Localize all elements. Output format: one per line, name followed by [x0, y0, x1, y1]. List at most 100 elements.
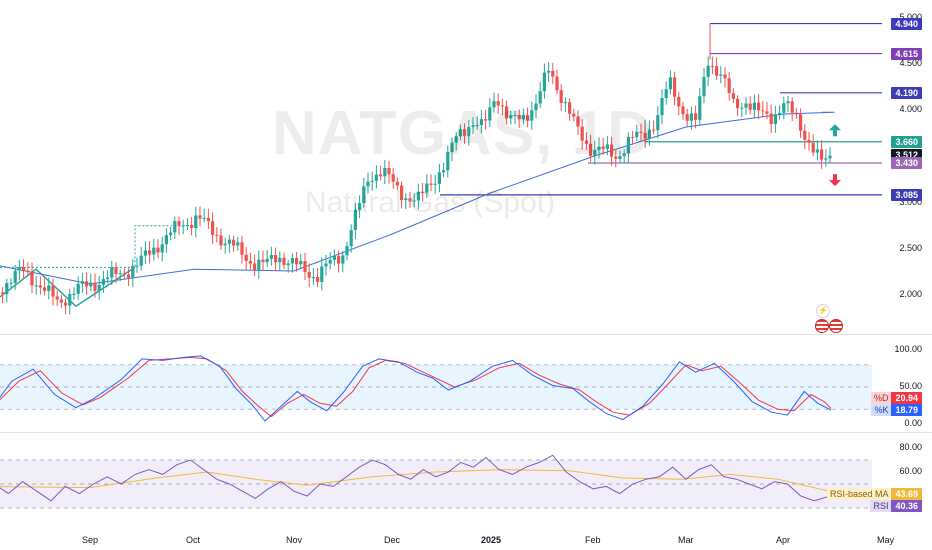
- candle-body: [404, 198, 408, 201]
- candle-body: [740, 107, 744, 109]
- candle-body: [500, 105, 504, 107]
- candle-body: [42, 287, 47, 291]
- price-level-badge: 4.190: [891, 86, 922, 99]
- candle-body: [572, 113, 576, 117]
- time-axis-label: Apr: [776, 535, 791, 545]
- candle-body: [206, 217, 210, 222]
- candle-body: [51, 285, 55, 297]
- stoch-k-badge-value: 18.79: [891, 404, 922, 416]
- price-level-badge: 4.940: [891, 17, 922, 30]
- candle-body: [601, 146, 605, 149]
- candle-body: [462, 129, 467, 137]
- candle-body: [399, 185, 404, 201]
- candle-body: [194, 215, 198, 229]
- candle-body: [366, 181, 370, 187]
- stoch-k-badge-label: %K: [871, 404, 892, 416]
- candle-body: [84, 281, 89, 287]
- candle-body: [248, 261, 252, 264]
- price-tick-label: 2.000: [899, 289, 922, 300]
- candle-body: [630, 136, 635, 138]
- candle-body: [538, 91, 542, 104]
- candle-body: [530, 110, 534, 121]
- price-tick-label: 5.000: [899, 12, 922, 22]
- candle-body: [727, 78, 731, 94]
- candle-body: [706, 65, 710, 77]
- candle-body: [790, 101, 794, 113]
- candle-body: [324, 263, 328, 267]
- candle-body: [597, 146, 601, 150]
- candle-body: [378, 174, 383, 177]
- candle-body: [131, 266, 135, 278]
- candle-body: [563, 102, 567, 104]
- stoch-tick-label: 50.00: [899, 381, 922, 391]
- candle-body: [446, 151, 450, 171]
- candle-body: [328, 259, 332, 264]
- candle-body: [475, 125, 479, 127]
- us-flag-icon[interactable]: [829, 319, 843, 333]
- candle-body: [702, 76, 706, 97]
- candle-body: [294, 258, 299, 265]
- candle-body: [282, 257, 286, 266]
- candle-body: [698, 96, 702, 120]
- candle-body: [496, 101, 500, 106]
- candle-body: [677, 96, 681, 107]
- time-axis-label: Dec: [384, 535, 401, 545]
- candle-body: [622, 153, 626, 157]
- candle-body: [391, 174, 395, 182]
- candle-body: [786, 101, 790, 104]
- candle-body: [765, 111, 769, 114]
- candle-body: [76, 283, 80, 294]
- candle-body: [580, 126, 584, 141]
- candle-body: [467, 126, 471, 137]
- candle-body: [315, 277, 320, 282]
- candle-body: [756, 102, 761, 111]
- candle-body: [202, 217, 206, 219]
- candle-body: [626, 136, 630, 154]
- candle-body: [752, 102, 756, 110]
- candle-body: [647, 129, 651, 139]
- candle-body: [349, 229, 353, 247]
- candle-body: [668, 77, 672, 90]
- candle-body: [408, 198, 412, 202]
- stoch-tick-label: 100.00: [894, 344, 922, 354]
- rsi-tick-label: 60.00: [899, 466, 922, 476]
- watermark-symbol: NATGAS, 1D: [272, 99, 653, 168]
- price-level-badge: 4.615: [891, 47, 922, 60]
- candle-body: [185, 225, 189, 227]
- candle-body: [278, 257, 282, 263]
- time-axis-label: May: [877, 535, 895, 545]
- candle-body: [454, 136, 458, 143]
- candle-body: [236, 242, 240, 246]
- candle-body: [555, 76, 559, 91]
- candle-body: [341, 255, 345, 264]
- stoch-k-badge: %K 18.79: [871, 404, 922, 416]
- candle-body: [429, 183, 433, 185]
- candle-body: [710, 65, 714, 67]
- lightning-icon[interactable]: ⚡: [816, 304, 830, 318]
- candle-body: [513, 114, 517, 116]
- candle-body: [189, 225, 194, 229]
- candle-body: [420, 191, 425, 193]
- candle-body: [559, 90, 563, 103]
- us-flag-icon[interactable]: [815, 319, 829, 333]
- candle-body: [152, 247, 156, 255]
- rsi-badge-label: RSI: [870, 500, 892, 512]
- candle-body: [345, 246, 349, 256]
- stoch-d-badge: %D 20.94: [870, 392, 922, 404]
- candle-body: [97, 284, 101, 291]
- candle-body: [286, 263, 290, 266]
- candle-body: [210, 221, 215, 235]
- time-axis-label: Nov: [286, 535, 303, 545]
- candle-body: [714, 66, 719, 76]
- rsi-badge: RSI 40.36: [870, 500, 922, 512]
- candle-body: [269, 255, 273, 259]
- pane-divider: [0, 334, 932, 335]
- candle-body: [215, 234, 219, 236]
- candle-body: [815, 149, 819, 153]
- candle-body: [546, 70, 551, 73]
- candle-body: [425, 183, 429, 193]
- candle-body: [584, 140, 588, 144]
- candle-body: [101, 279, 105, 285]
- candle-body: [731, 93, 735, 99]
